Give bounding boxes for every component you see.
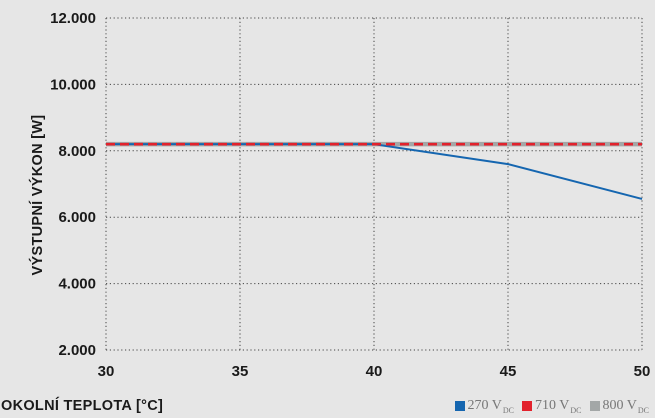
- grid: [105, 17, 643, 351]
- legend-label: 710 VDC: [535, 398, 582, 415]
- y-tick-label: 10.000: [50, 76, 96, 93]
- x-tick-label: 35: [232, 363, 249, 380]
- legend-subscript: DC: [637, 406, 649, 415]
- x-tick-label: 45: [500, 363, 517, 380]
- x-tick-label: 40: [366, 363, 383, 380]
- legend-swatch: [454, 401, 465, 411]
- y-tick-label: 4.000: [58, 276, 96, 293]
- legend-label: 800 VDC: [602, 398, 649, 415]
- x-axis-title: OKOLNÍ TEPLOTA [°C]: [1, 397, 163, 414]
- legend-item-800: 800 VDC: [589, 398, 649, 415]
- legend-label: 270 VDC: [467, 398, 515, 415]
- legend-subscript: DC: [502, 406, 515, 415]
- x-tick-label: 30: [98, 363, 115, 380]
- legend-subscript: DC: [570, 406, 582, 415]
- legend-item-710: 710 VDC: [522, 398, 582, 415]
- legend: 270 VDC 710 VDC 800 VDC: [454, 398, 649, 415]
- legend-swatch: [589, 401, 600, 411]
- y-tick-label: 2.000: [58, 342, 96, 359]
- y-axis-title: VÝSTUPNÍ VÝKON [W]: [28, 115, 46, 276]
- x-tick-label: 50: [634, 363, 651, 380]
- legend-item-270: 270 VDC: [454, 398, 515, 415]
- y-tick-label: 6.000: [58, 209, 96, 226]
- series-line-270: [106, 143, 643, 200]
- legend-swatch: [522, 401, 533, 411]
- y-tick-label: 12.000: [50, 10, 96, 27]
- tick-labels: 2.000 4.000 6.000 8.000 10.000 12.000 30 35 40 45…: [50, 10, 650, 380]
- y-tick-label: 8.000: [58, 143, 96, 160]
- series-group: [106, 141, 643, 200]
